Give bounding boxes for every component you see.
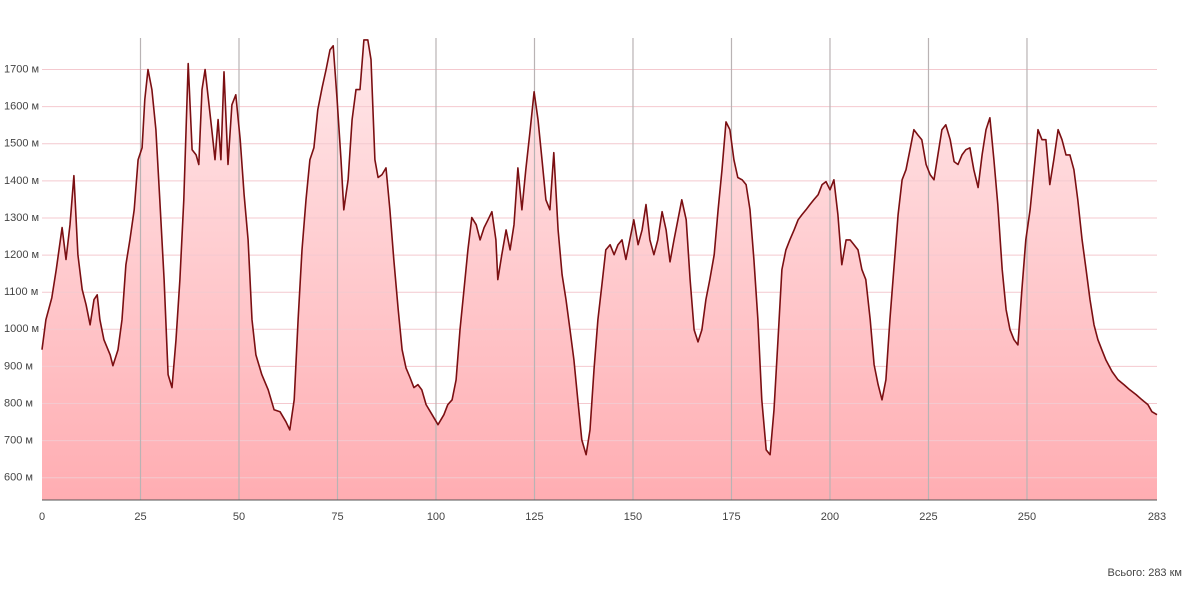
- elevation-line: [41, 39, 1158, 456]
- y-tick-label: 600 м: [4, 472, 33, 484]
- x-tick-label: 225: [919, 511, 937, 523]
- x-tick-label: 100: [427, 511, 445, 523]
- y-tick-label: 1700 м: [4, 63, 39, 75]
- x-tick-label: 25: [134, 511, 146, 523]
- y-tick-label: 1200 м: [4, 249, 39, 261]
- y-tick-label: 800 м: [4, 397, 33, 409]
- x-tick-label: 75: [331, 511, 343, 523]
- footer: Всього: 283 км: [1108, 567, 1182, 579]
- x-tick-label: 250: [1018, 511, 1036, 523]
- y-tick-label: 1600 м: [4, 101, 39, 113]
- x-tick-label: 125: [525, 511, 543, 523]
- area-fill: [42, 39, 1157, 501]
- x-tick-label: 175: [722, 511, 740, 523]
- x-tick-label: 150: [624, 511, 642, 523]
- y-tick-label: 1000 м: [4, 323, 39, 335]
- x-tick-label: 50: [233, 511, 245, 523]
- y-tick-label: 1500 м: [4, 138, 39, 150]
- x-tick-label: 283: [1148, 511, 1166, 523]
- x-tick-label: 200: [821, 511, 839, 523]
- y-tick-label: 1400 м: [4, 175, 39, 187]
- y-tick-label: 900 м: [4, 360, 33, 372]
- y-tick-label: 1100 м: [4, 286, 38, 298]
- y-tick-label: 700 м: [4, 435, 33, 447]
- x-tick-label: 0: [39, 511, 45, 523]
- y-tick-label: 1300 м: [4, 212, 39, 224]
